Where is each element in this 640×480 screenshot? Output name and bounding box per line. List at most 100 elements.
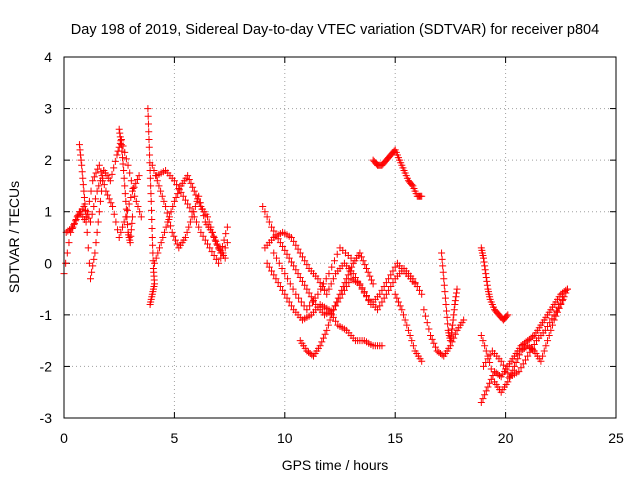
- data-point-11-7-1: [344, 271, 352, 279]
- data-point-7-2-2: [175, 185, 183, 193]
- data-point-8-0-1: [261, 208, 269, 216]
- data-point-11-5-3: [334, 294, 342, 302]
- data-point-6-8: [204, 213, 212, 221]
- data-point-11-9-2: [359, 257, 367, 265]
- data-point-0-0-3: [65, 239, 73, 247]
- data-point-0-7-3: [111, 157, 119, 165]
- data-point-7-4-1: [190, 213, 198, 221]
- data-point-2-2-3: [82, 206, 90, 214]
- x-tick-label-4: 20: [498, 430, 514, 446]
- data-point-7-3-1: [181, 196, 189, 204]
- data-point-2-5-3: [94, 218, 102, 226]
- data-point-5-1-2: [158, 192, 166, 200]
- data-point-2-5: [91, 249, 99, 257]
- data-point-6-1: [157, 239, 165, 247]
- data-point-17-2-1: [482, 273, 490, 281]
- data-point-2-0-1: [76, 146, 84, 154]
- data-point-11-10-1: [364, 268, 372, 276]
- data-point-13-8-3: [408, 181, 416, 189]
- data-point-8-4-1: [296, 273, 304, 281]
- data-point-0-7-1: [108, 170, 116, 178]
- data-point-5-2-1: [163, 209, 171, 217]
- data-point-7-8: [223, 239, 231, 247]
- data-point-1-0-3: [67, 224, 75, 232]
- data-point-16-0-1: [438, 255, 446, 263]
- data-point-9-13-1: [378, 286, 386, 294]
- data-point-6-2: [164, 218, 172, 226]
- data-point-19-10-1: [545, 331, 553, 339]
- data-point-4-2-1: [146, 174, 154, 182]
- data-point-6-11: [223, 223, 231, 231]
- data-point-2-2-1: [80, 194, 88, 202]
- y-tick-label-4: 1: [44, 204, 52, 220]
- data-point-19-4: [504, 378, 512, 386]
- data-point-10-0: [263, 259, 271, 267]
- series-track-p: [420, 306, 468, 360]
- data-point-20-0-3: [486, 351, 494, 359]
- series-track-e: [144, 105, 159, 309]
- data-point-9-7-1: [325, 285, 333, 293]
- data-point-16-0-3: [439, 268, 447, 276]
- data-point-8-13-1: [376, 302, 384, 310]
- data-point-8-5-2: [307, 293, 315, 301]
- data-point-3-5-1: [127, 232, 135, 240]
- data-point-9-17: [411, 280, 419, 288]
- data-point-8-2-3: [283, 250, 291, 258]
- data-point-7-5-2: [201, 236, 209, 244]
- data-point-11-5-2: [333, 298, 341, 306]
- data-point-11-9: [356, 249, 364, 257]
- data-point-17-2-2: [483, 277, 491, 285]
- data-point-14-1: [398, 306, 406, 314]
- data-point-3-0: [115, 125, 123, 133]
- data-point-7-7-3: [221, 244, 229, 252]
- data-point-11-6-3: [341, 279, 349, 287]
- data-point-19-0: [477, 331, 485, 339]
- data-point-4-4: [148, 234, 156, 241]
- data-point-15-0-1: [422, 312, 430, 320]
- data-point-0-7: [106, 177, 114, 185]
- data-point-14-1-2: [401, 316, 409, 324]
- data-point-6-1-2: [160, 228, 168, 236]
- data-point-19-0-3: [482, 347, 490, 355]
- series-track-l: [296, 249, 377, 360]
- data-point-2-4: [86, 275, 94, 283]
- data-point-12-3-1: [306, 302, 314, 310]
- data-point-9-6: [314, 275, 322, 283]
- data-point-8-0: [259, 203, 267, 211]
- data-point-7-7: [215, 259, 223, 267]
- data-point-12-7: [347, 254, 355, 262]
- data-point-9-3-1: [290, 237, 298, 245]
- data-point-0-4-3: [91, 195, 99, 203]
- data-point-11-4-1: [324, 321, 332, 329]
- data-point-11-7-3: [348, 263, 356, 271]
- data-point-16-2-3: [444, 320, 452, 328]
- data-point-1-6-1: [104, 191, 112, 199]
- data-point-8-14-3: [389, 279, 397, 287]
- data-point-17-1: [480, 254, 488, 262]
- data-point-6-0-3: [155, 244, 163, 252]
- data-point-6-8-3: [208, 228, 216, 236]
- data-point-20-2-3: [504, 369, 512, 377]
- data-point-10-7-1: [327, 310, 335, 318]
- data-point-8-3-1: [287, 258, 295, 266]
- data-point-0-10-2: [127, 177, 135, 185]
- data-point-7-2-1: [173, 181, 181, 189]
- data-point-2-1: [78, 161, 86, 169]
- data-point-12-2-2: [297, 298, 305, 306]
- data-point-7-6-2: [210, 252, 218, 260]
- data-point-9-14-1: [387, 271, 395, 279]
- data-point-8-2-2: [281, 246, 289, 254]
- data-point-0-5-1: [95, 182, 103, 190]
- data-point-20-7: [541, 326, 549, 334]
- data-point-8-5: [303, 285, 311, 293]
- data-point-10-2-2: [285, 298, 293, 306]
- data-point-0-11: [131, 192, 139, 200]
- data-point-1-9-1: [123, 206, 131, 214]
- data-point-10-13: [378, 342, 386, 350]
- data-point-2-3-2: [84, 244, 92, 252]
- series-track-g: [151, 172, 231, 267]
- data-point-9-11-1: [360, 289, 368, 297]
- data-point-19-11-1: [552, 312, 560, 320]
- data-point-5-5-1: [183, 228, 191, 236]
- data-point-16-4: [446, 337, 454, 345]
